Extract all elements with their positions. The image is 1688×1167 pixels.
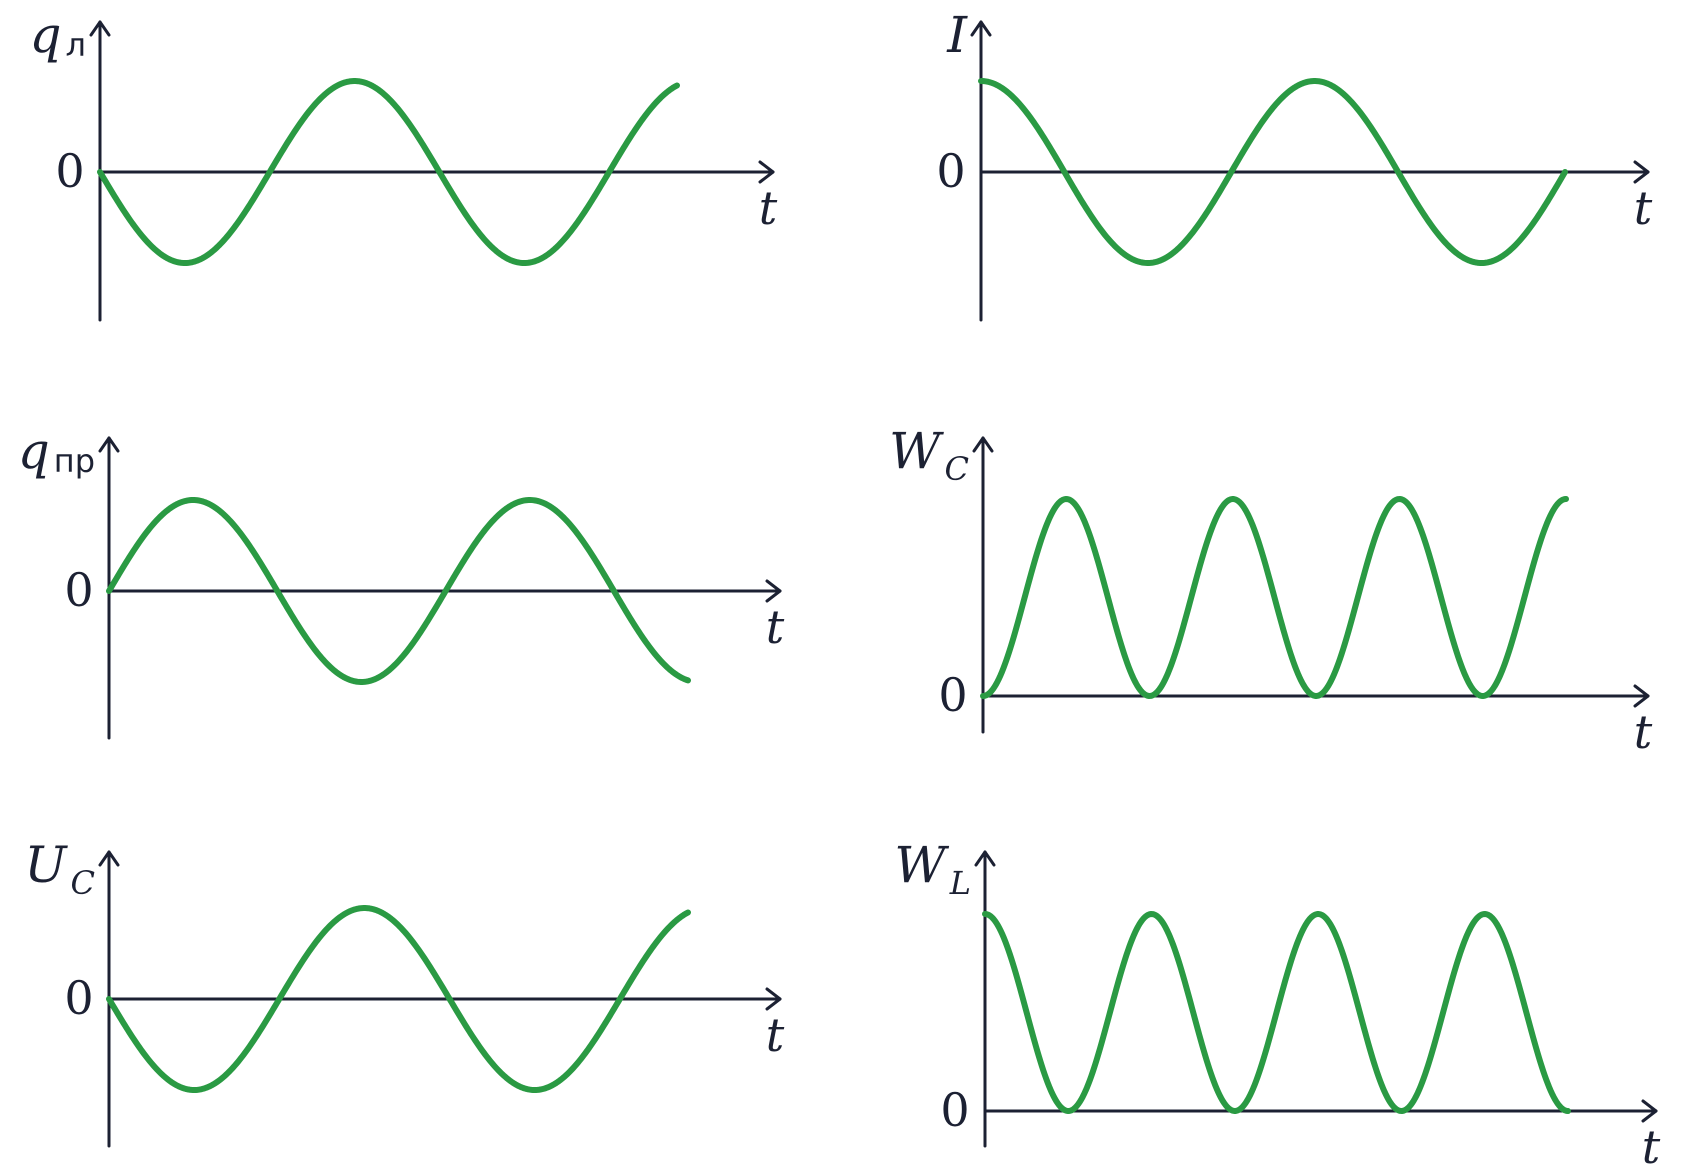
zero-label: 0 — [936, 144, 965, 198]
zero-label: 0 — [64, 971, 93, 1025]
series-line-U_C — [106, 905, 691, 1093]
zero-label: 0 — [938, 668, 967, 722]
chart-panel-U_C: 0 t U C — [24, 836, 785, 1148]
x-axis-label: t — [1642, 1120, 1661, 1167]
x-axis-arrow — [765, 579, 782, 603]
y-axis-arrow — [972, 436, 994, 453]
series-line-W_L — [982, 911, 1571, 1114]
series-line-q_l — [97, 78, 680, 266]
y-axis-label: q пр — [18, 422, 95, 480]
chart-panel-W_L: 0 t W L — [894, 836, 1660, 1167]
chart-panel-I: 0 t I — [936, 6, 1653, 322]
y-axis-label: I — [946, 6, 968, 64]
x-axis-arrow — [1633, 684, 1650, 708]
x-axis-label: t — [766, 1008, 785, 1062]
series-line-I — [978, 78, 1568, 266]
chart-panel-q_l: 0 t q л — [30, 6, 778, 322]
zero-label: 0 — [940, 1083, 969, 1137]
y-axis-arrow — [970, 20, 992, 37]
zero-label: 0 — [55, 144, 84, 198]
x-axis-label: t — [1634, 705, 1653, 759]
series-line-W_C — [980, 496, 1569, 699]
zero-label: 0 — [64, 563, 93, 617]
x-axis-label: t — [1634, 181, 1653, 235]
y-axis-arrow — [98, 850, 120, 867]
y-axis-arrow — [974, 850, 996, 867]
series-line-q_pr — [106, 497, 691, 685]
x-axis-arrow — [1641, 1099, 1658, 1123]
x-axis-arrow — [1633, 160, 1650, 184]
x-axis-label: t — [766, 600, 785, 654]
x-axis-label: t — [759, 181, 778, 235]
y-axis-arrow — [89, 20, 111, 37]
chart-panel-W_C: 0 t W C — [889, 422, 1653, 759]
y-axis-arrow — [98, 436, 120, 453]
chart-panel-q_pr: 0 t q пр — [18, 422, 785, 740]
x-axis-arrow — [765, 987, 782, 1011]
x-axis-arrow — [758, 160, 775, 184]
